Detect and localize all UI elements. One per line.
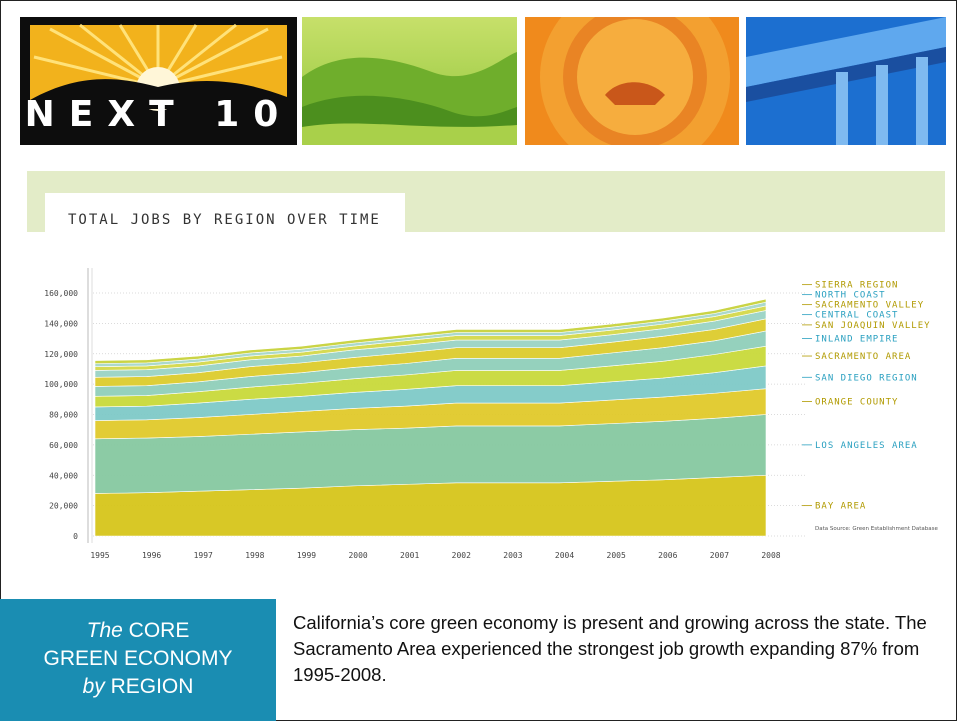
box-line-green-economy: GREEN ECONOMY <box>43 647 233 670</box>
series-label: SACRAMENTO AREA <box>815 352 911 362</box>
green-hills-photo <box>302 17 517 145</box>
area-series-10 <box>94 298 767 364</box>
chart-title-tab <box>45 193 405 234</box>
chart-title: TOTAL JOBS BY REGION OVER TIME <box>68 212 381 228</box>
x-tick-label: 2004 <box>555 551 574 560</box>
box-word-core: CORE <box>128 619 190 642</box>
california-seal-photo <box>525 0 739 172</box>
series-label: SAN DIEGO REGION <box>815 373 918 383</box>
stacked-area-chart: 0 20,000 40,000 60,000 80,000 100,000 120,000 1… <box>44 268 939 560</box>
body-paragraph: California’s core green economy is prese… <box>293 612 927 685</box>
next10-logo: NEXT 10 <box>20 17 297 145</box>
bridge-photo <box>746 17 946 145</box>
box-word-by: by <box>82 675 105 698</box>
section-title-box: The CORE GREEN ECONOMY by REGION <box>0 599 276 721</box>
y-tick-label: 20,000 <box>49 502 78 511</box>
logo-wordmark: NEXT 10 <box>24 94 293 135</box>
source-note: Data Source: Green Establishment Databas… <box>815 526 939 532</box>
series-label: SACRAMENTO VALLEY <box>815 301 924 311</box>
series-label: INLAND EMPIRE <box>815 335 898 345</box>
x-tick-label: 1998 <box>245 551 264 560</box>
y-tick-label: 120,000 <box>44 350 78 359</box>
y-tick-label: 100,000 <box>44 380 78 389</box>
series-label: LOS ANGELES AREA <box>815 441 918 451</box>
series-label: BAY AREA <box>815 502 866 512</box>
x-tick-label: 1996 <box>142 551 161 560</box>
x-tick-label: 2008 <box>761 551 780 560</box>
series-label: CENTRAL COAST <box>815 311 898 321</box>
x-tick-label: 2000 <box>348 551 367 560</box>
x-tick-label: 2001 <box>400 551 419 560</box>
x-tick-label: 2003 <box>503 551 522 560</box>
series-label: NORTH COAST <box>815 291 886 301</box>
x-tick-label: 2005 <box>607 551 626 560</box>
y-tick-label: 140,000 <box>44 319 78 328</box>
y-tick-label: 40,000 <box>49 471 78 480</box>
x-tick-label: 2006 <box>658 551 677 560</box>
x-tick-label: 1999 <box>297 551 316 560</box>
x-tick-label: 2002 <box>452 551 471 560</box>
box-word-the: The <box>86 619 123 642</box>
box-word-region: REGION <box>110 675 194 698</box>
y-tick-label: 80,000 <box>49 411 78 420</box>
y-tick-label: 0 <box>73 532 78 541</box>
x-tick-label: 1995 <box>90 551 109 560</box>
y-tick-label: 60,000 <box>49 441 78 450</box>
series-label: SIERRA REGION <box>815 281 898 291</box>
x-tick-label: 1997 <box>194 551 213 560</box>
y-tick-label: 160,000 <box>44 289 78 298</box>
series-label: SAN JOAQUIN VALLEY <box>815 321 931 331</box>
x-tick-label: 2007 <box>710 551 729 560</box>
series-label: ORANGE COUNTY <box>815 398 898 408</box>
